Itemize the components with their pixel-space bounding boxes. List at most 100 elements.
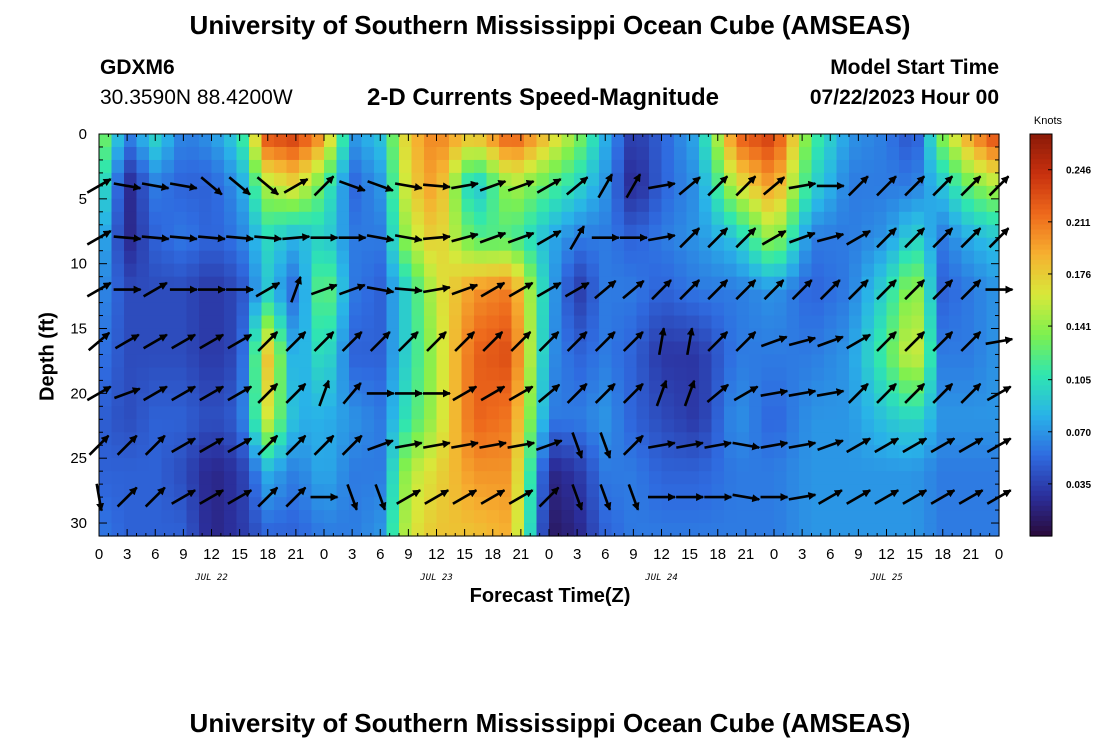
x-tick-label: 6 <box>601 546 609 563</box>
heat-cell <box>586 445 600 459</box>
heat-cell <box>974 445 988 459</box>
heat-cell <box>274 432 288 446</box>
heat-cell <box>386 134 400 148</box>
colorbar-segment <box>1030 380 1052 386</box>
heat-cell <box>699 354 713 369</box>
colorbar-segment <box>1030 299 1052 306</box>
heat-cell <box>749 263 763 278</box>
heat-cell <box>411 354 425 369</box>
colorbar-segment <box>1030 139 1052 145</box>
heat-cell <box>974 419 988 433</box>
heat-cell <box>349 341 363 356</box>
heat-cell <box>611 289 625 304</box>
heat-cell <box>586 146 600 161</box>
heat-cell <box>311 328 325 343</box>
heat-cell <box>736 510 750 524</box>
heat-cell <box>361 497 375 511</box>
heat-cell <box>311 224 325 239</box>
heat-cell <box>724 250 738 265</box>
heat-cell <box>886 523 900 537</box>
heat-cell <box>486 211 500 226</box>
heat-cell <box>361 159 375 174</box>
heat-cell <box>249 471 263 485</box>
heat-cell <box>399 315 413 330</box>
heat-cell <box>311 172 325 187</box>
current-vector-arrow <box>424 489 450 505</box>
heat-cell <box>586 198 600 213</box>
heat-cell <box>236 224 250 239</box>
heat-cell <box>236 250 250 265</box>
heat-cell <box>761 250 775 265</box>
heat-cell <box>274 134 288 148</box>
heat-cell <box>136 250 150 265</box>
current-vector-arrow <box>904 330 926 352</box>
heat-cell <box>111 484 125 498</box>
heat-cell <box>499 224 513 239</box>
heat-cell <box>411 263 425 278</box>
heat-cell <box>361 432 375 446</box>
current-vector-arrow <box>396 489 421 505</box>
heat-cell <box>599 393 613 407</box>
heat-cell <box>749 393 763 407</box>
heat-cell <box>849 185 863 200</box>
heat-cell <box>224 302 238 317</box>
heat-cell <box>786 432 800 446</box>
heat-cell <box>911 289 925 304</box>
heat-cell <box>911 458 925 472</box>
heat-cell <box>974 341 988 356</box>
heat-cell <box>536 458 550 472</box>
heat-cell <box>249 185 263 200</box>
heat-cell <box>836 185 850 200</box>
heat-cell <box>549 445 563 459</box>
heat-cell <box>674 354 688 369</box>
heat-cell <box>111 471 125 485</box>
heat-cell <box>474 146 488 161</box>
heat-cell <box>299 263 313 278</box>
heat-cell <box>374 367 388 381</box>
heat-cell <box>299 250 313 265</box>
heat-cell <box>336 341 350 356</box>
heat-cell <box>974 510 988 524</box>
heat-cell <box>749 250 763 265</box>
heat-cell <box>586 510 600 524</box>
heat-cell <box>224 276 238 291</box>
heat-cell <box>361 380 375 394</box>
heat-cell <box>474 510 488 524</box>
heat-cell <box>211 445 225 459</box>
heat-cell <box>699 134 713 148</box>
heat-cell <box>886 250 900 265</box>
heat-cell <box>686 393 700 407</box>
heat-cell <box>274 328 288 343</box>
heat-cell <box>786 354 800 369</box>
heat-cell <box>161 367 175 381</box>
heat-cell <box>374 159 388 174</box>
heat-cell <box>311 159 325 174</box>
heat-cell <box>311 458 325 472</box>
heat-cell <box>836 289 850 304</box>
heat-cell <box>311 523 325 537</box>
heat-cell <box>811 185 825 200</box>
heat-cell <box>274 458 288 472</box>
colorbar-segment <box>1030 329 1052 336</box>
heat-cell <box>636 341 650 356</box>
heat-cell <box>386 263 400 278</box>
heat-cell <box>611 134 625 148</box>
chart-title: University of Southern Mississippi Ocean… <box>189 10 911 40</box>
heat-cell <box>961 289 975 304</box>
heat-cell <box>236 276 250 291</box>
heat-cell <box>536 146 550 161</box>
heat-cell <box>349 211 363 226</box>
colorbar-segment <box>1030 480 1052 487</box>
heat-cell <box>474 263 488 278</box>
heat-cell <box>336 302 350 317</box>
current-vector-arrow <box>367 180 394 192</box>
current-vector-arrow <box>676 440 704 449</box>
current-vector-arrow <box>846 437 871 454</box>
heat-cell <box>99 250 113 265</box>
heat-cell <box>661 471 675 485</box>
heat-cell <box>336 211 350 226</box>
heat-cell <box>136 289 150 304</box>
heat-cell <box>549 134 563 148</box>
heat-cell <box>224 134 238 148</box>
heat-cell <box>549 419 563 433</box>
